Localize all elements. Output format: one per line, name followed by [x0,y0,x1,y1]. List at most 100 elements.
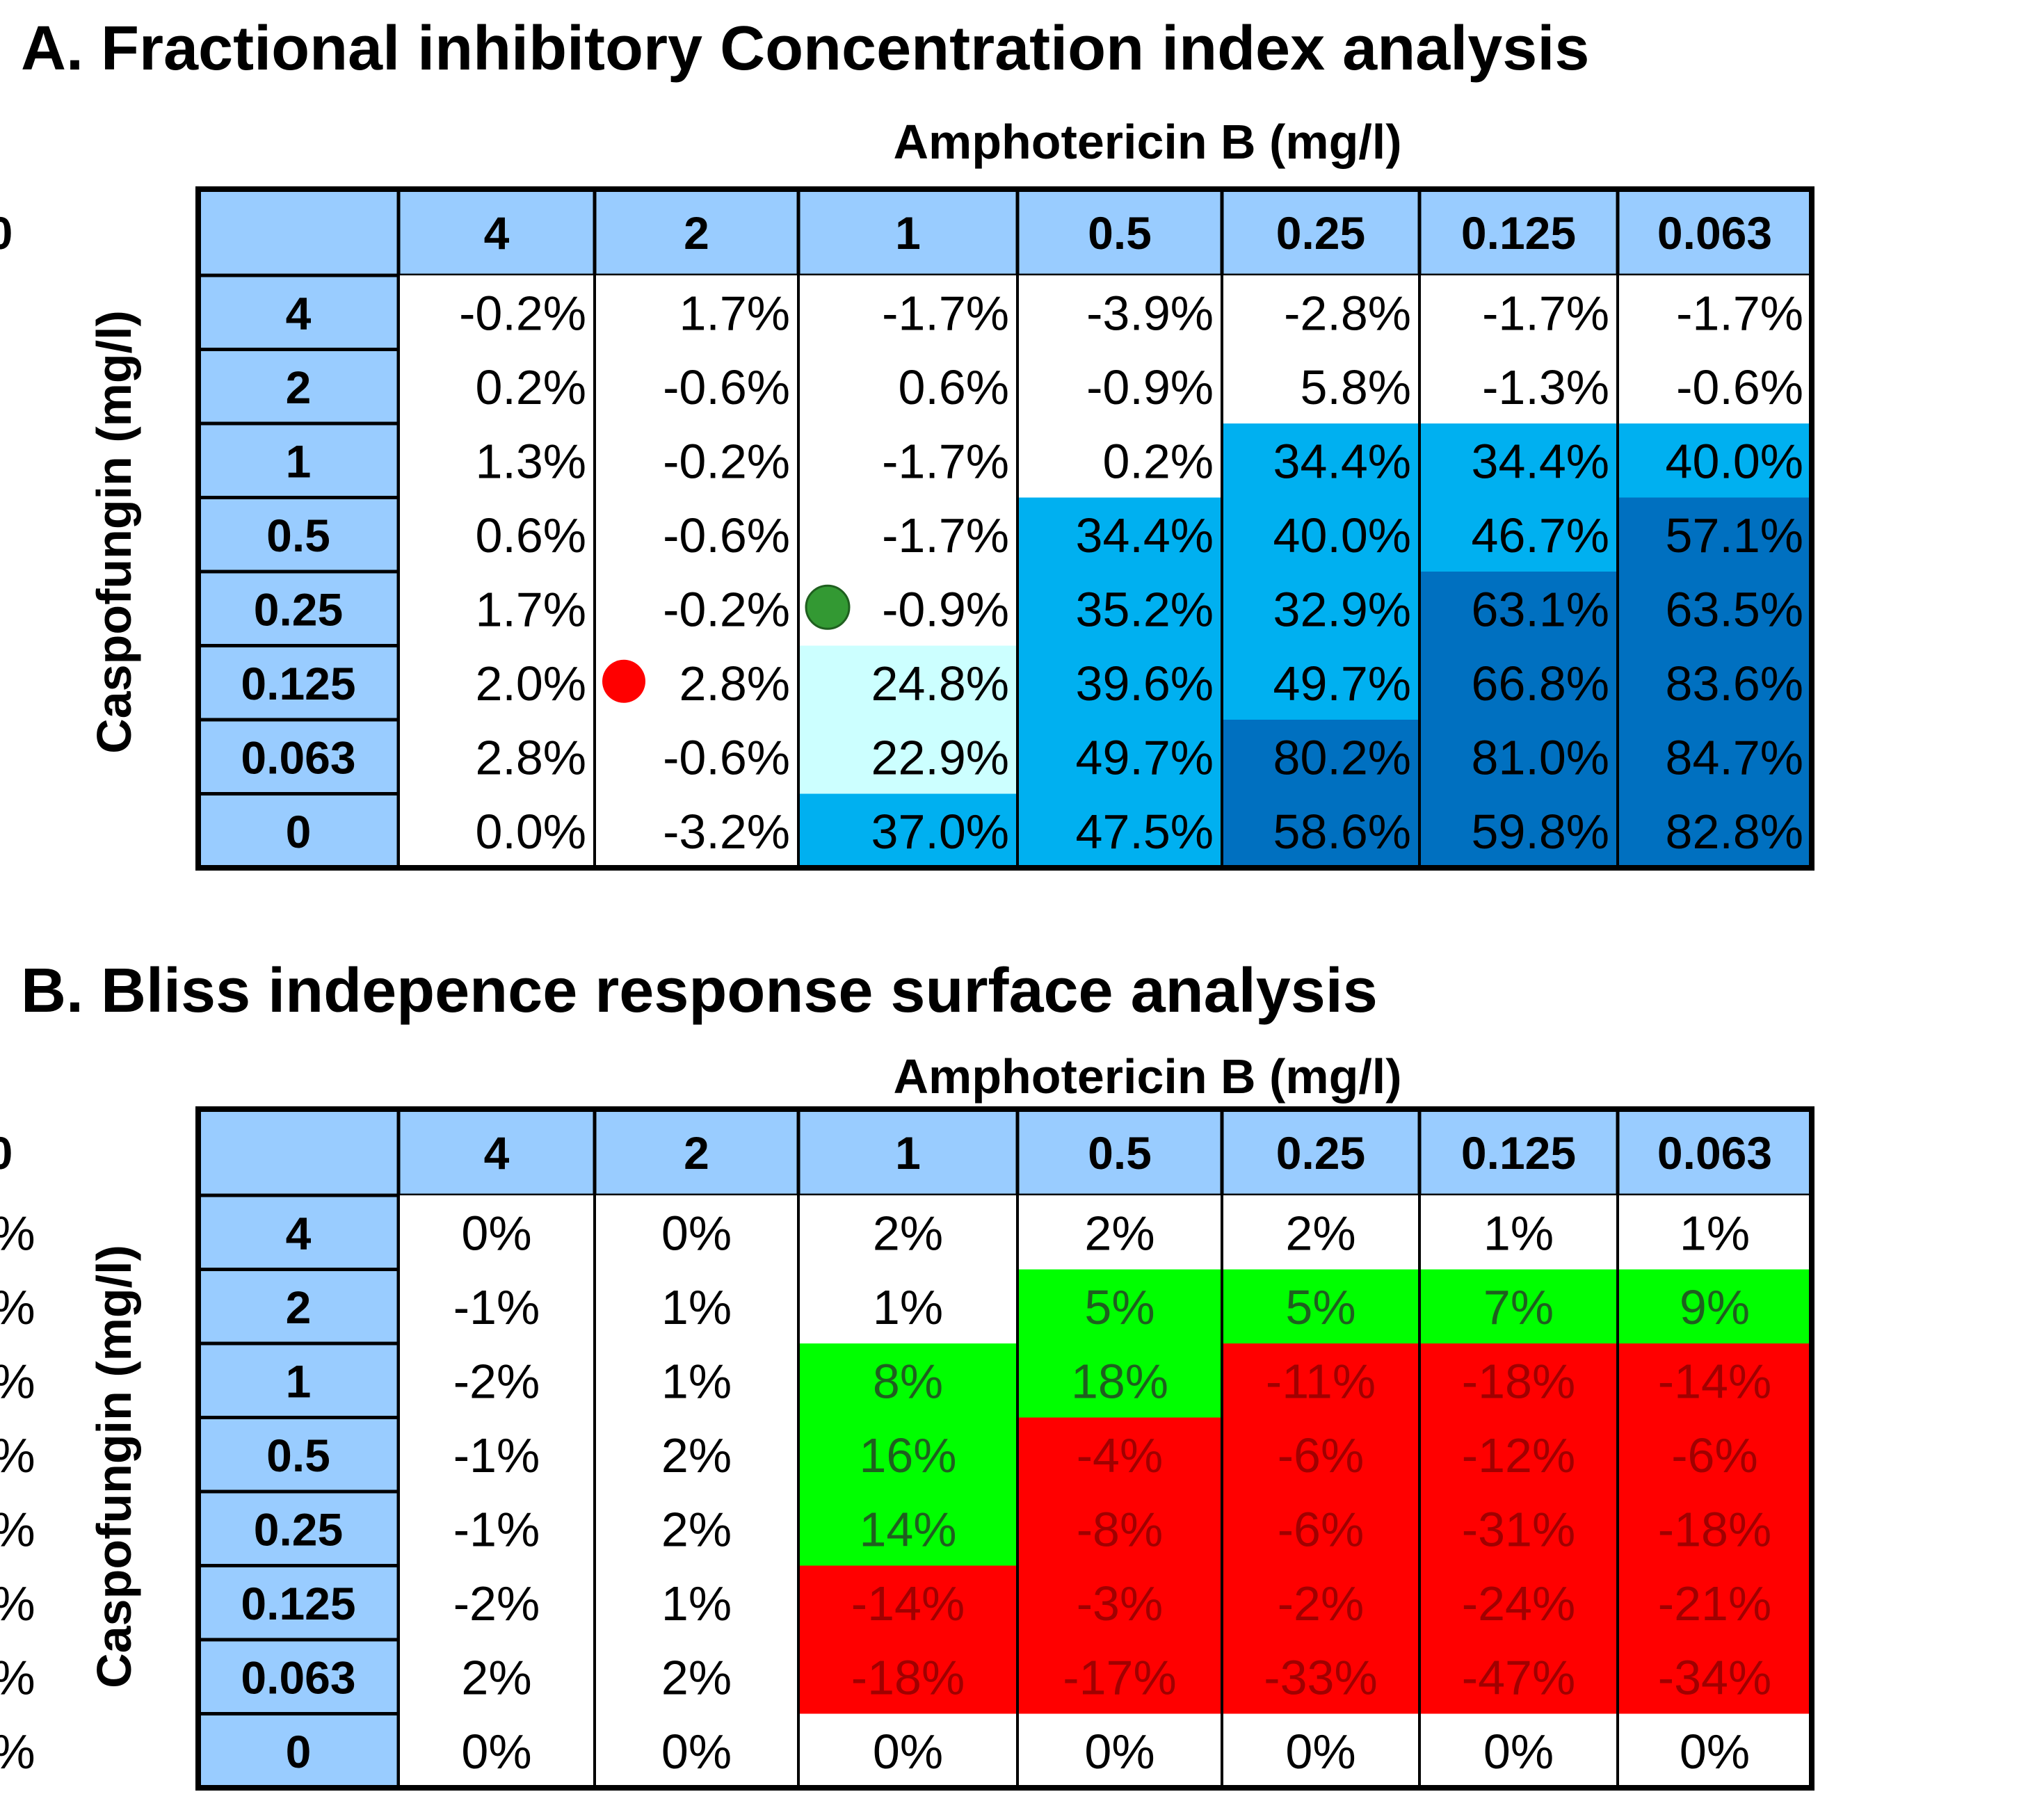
panel-b-cell-value: 0% [0,1502,35,1556]
panel-a-cell-value: 34.4% [1273,434,1411,488]
panel-a-cell-value: 59.8% [1472,805,1609,859]
panel-b-cell-value: -8% [1077,1502,1163,1556]
panel-a-cell-value: -1.7% [882,434,1009,488]
panel-a-row-header: 1 [286,435,312,487]
panel-b-row-header: 0.25 [254,1503,343,1555]
panel-a-row-header-cell [196,718,401,795]
panel-a-cell-value: 37.0% [871,805,1009,859]
panel-a-cell-fill [1618,793,1812,869]
panel-a-cell-fill [1419,349,1618,424]
panel-a-cell-fill [798,497,1017,572]
panel-b-cell-value: 0% [0,1576,35,1631]
panel-a-row-header: 0.063 [241,732,355,783]
panel-a-col-header: 4 [484,207,510,259]
panel-a-cell-value: 82.8% [1666,805,1803,859]
panel-b-cell-value: 1% [661,1576,732,1631]
panel-b-cell-value: -17% [1063,1650,1176,1704]
panel-b-cell-value: 1% [1680,1206,1750,1260]
panel-a-cell-value: 0.0% [475,805,586,859]
panel-a-col-header: 1 [895,207,921,259]
panel-b-cell-fill [1618,1640,1812,1714]
panel-a-row-header: 0.125 [241,658,355,709]
panel-a-cell-value: -1.7% [882,508,1009,563]
panel-a-x-axis-label: Amphotericin B (mg/l) [893,115,1401,169]
panel-b-cell-value: 14% [859,1502,956,1556]
panel-a-cell-value: 0.6% [898,360,1009,414]
panel-b-cell-value: -1% [453,1502,540,1556]
panel-b-cell-value: -14% [1658,1354,1771,1408]
panel-a-cell-fill [1618,720,1812,794]
green-dot-marker [805,584,851,630]
panel-a-cell-value: 46.7% [1472,508,1609,563]
panel-b-cell-value: -11% [1266,1354,1376,1408]
panel-b-cell-value: -21% [1658,1576,1771,1631]
panel-b-cell-value: -4% [1077,1428,1163,1483]
panel-a-cell-fill [595,275,798,350]
panel-a-cell-fill [1017,497,1222,572]
panel-b-cell-fill [1222,1417,1419,1492]
panel-b-cell-fill [1419,1713,1618,1788]
panel-b-cell-value: 2% [661,1650,732,1704]
panel-b-cell-value: 2% [1285,1206,1355,1260]
panel-a-cell-value: -0.9% [1086,360,1214,414]
panel-b-cell-value: 16% [859,1428,956,1483]
panel-a-cell-fill [798,423,1017,498]
panel-b-cell-fill [1419,1640,1618,1714]
panel-b-cell-fill [595,1195,798,1270]
panel-a-cell-value: 2.8% [679,656,790,711]
panel-b-cell-value: 0% [0,1354,35,1408]
panel-b-cell-value: 0% [0,1650,35,1704]
panel-a-cell-fill [1222,275,1419,350]
panel-b-cell-value: 0% [661,1206,732,1260]
panel-a-cell-fill [798,793,1017,869]
panel-a-cell-fill [399,497,595,572]
panel-b-cell-fill [1222,1640,1419,1714]
panel-b-cell-value: -18% [1462,1354,1575,1408]
panel-b-cell-fill [1618,1492,1812,1566]
panel-b-cell-fill [798,1492,1017,1566]
panel-a-cell-value: 22.9% [871,730,1009,784]
panel-a-cell-value: 40.0% [1666,434,1803,488]
panel-a-cell-value: -1.3% [1482,360,1609,414]
panel-b-col-header: 0.063 [1657,1127,1772,1179]
panel-a-cell-value: 49.7% [1273,656,1411,711]
panel-b-cell-value: -34% [1658,1650,1771,1704]
panel-b-cell-value: 0% [1084,1725,1154,1779]
panel-b-cell-fill [1017,1417,1222,1492]
panel-a-cell-value: 0.2% [1102,434,1214,488]
panel-b-cell-fill [798,1565,1017,1640]
panel-b-cell-value: 0% [461,1206,531,1260]
panel-a-cell-fill [399,572,595,646]
panel-a-title: A. Fractional inhibitory Concentration i… [21,14,1589,83]
panel-a-y-axis-label: Caspofungin (mg/l) [87,310,141,754]
panel-b-cell-fill [798,1640,1017,1714]
panel-b-cell-fill [595,1417,798,1492]
panel-a-cell-value: 0.2% [475,360,586,414]
panel-b-cell-fill [1618,1195,1812,1270]
panel-b-cell-value: 5% [1084,1280,1154,1334]
panel-b-cell-fill [798,1269,1017,1344]
panel-b-cell-value: 1% [873,1280,943,1334]
panel-b-cell-fill [1017,1565,1222,1640]
panel-b-outer-border [195,1106,1814,1791]
panel-a-cell-value: 34.4% [1472,434,1609,488]
panel-a-cell-fill [1419,497,1618,572]
panel-b-cell-fill [1618,1713,1812,1788]
panel-a-row-header: 2 [286,362,312,413]
panel-b-cell-fill [1017,1640,1222,1714]
panel-b-cell-fill [1222,1343,1419,1418]
panel-a-cell-value: 47.5% [1076,805,1214,859]
panel-b-cell-fill [1419,1343,1618,1418]
panel-b-row-header: 0.063 [241,1651,355,1703]
panel-a-cell-fill [1017,793,1222,869]
panel-b-cell-fill [1017,1713,1222,1788]
panel-b-cell-value: -2% [453,1576,540,1631]
panel-b-cell-value: 0% [1285,1725,1355,1779]
panel-a-col-header-cell [796,187,1020,277]
panel-a-cell-value: 2.0% [475,656,586,711]
panel-a-cell-value: 1.3% [475,434,586,488]
panel-a-cell-value: -2.8% [1284,286,1411,340]
panel-a-cell-fill [1017,572,1222,646]
panel-a-cell-value: 24.8% [871,656,1009,711]
panel-a-cell-fill [1618,423,1812,498]
